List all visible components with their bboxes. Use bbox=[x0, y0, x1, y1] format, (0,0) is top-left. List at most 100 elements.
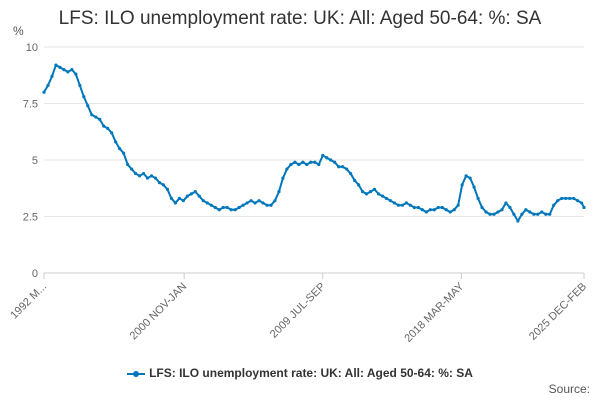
data-point bbox=[265, 203, 269, 207]
data-point bbox=[229, 208, 233, 212]
data-point bbox=[548, 212, 552, 216]
data-point bbox=[416, 205, 420, 210]
legend[interactable]: LFS: ILO unemployment rate: UK: All: Age… bbox=[0, 366, 600, 380]
data-point bbox=[42, 90, 46, 94]
data-point bbox=[237, 205, 241, 210]
data-point bbox=[173, 201, 178, 205]
data-point bbox=[488, 212, 492, 216]
data-point bbox=[368, 190, 373, 194]
data-point bbox=[141, 171, 146, 176]
data-point bbox=[360, 190, 365, 194]
data-point bbox=[472, 185, 476, 189]
data-point bbox=[564, 196, 568, 201]
data-point bbox=[428, 208, 432, 212]
data-point bbox=[333, 160, 337, 164]
data-point bbox=[301, 160, 305, 164]
y-tick-label: 0 bbox=[32, 268, 38, 280]
data-point bbox=[261, 201, 265, 205]
data-point bbox=[384, 196, 389, 201]
data-point bbox=[50, 74, 54, 78]
data-point bbox=[388, 199, 393, 203]
data-point bbox=[380, 194, 385, 198]
data-point bbox=[520, 212, 524, 216]
data-point bbox=[309, 160, 313, 164]
data-point bbox=[448, 210, 452, 214]
data-point bbox=[177, 196, 181, 201]
data-point bbox=[145, 176, 150, 180]
data-point bbox=[233, 208, 237, 212]
data-point bbox=[289, 162, 293, 167]
data-point bbox=[185, 194, 189, 198]
data-point bbox=[576, 199, 580, 203]
data-point bbox=[516, 219, 520, 223]
series-line bbox=[43, 64, 585, 223]
data-point bbox=[376, 192, 381, 196]
data-point bbox=[337, 165, 341, 169]
data-point bbox=[205, 201, 209, 205]
data-point bbox=[484, 210, 488, 214]
data-point bbox=[281, 176, 285, 180]
data-point bbox=[353, 178, 357, 182]
data-point bbox=[114, 140, 118, 144]
data-point bbox=[568, 196, 572, 201]
data-point bbox=[582, 205, 586, 210]
y-tick-label: 2.5 bbox=[23, 212, 38, 224]
data-point bbox=[317, 162, 321, 167]
data-point bbox=[372, 187, 377, 191]
data-point bbox=[86, 104, 90, 108]
data-point bbox=[532, 212, 536, 216]
data-point bbox=[444, 208, 448, 212]
data-point bbox=[221, 205, 225, 210]
data-point bbox=[70, 68, 74, 72]
data-point bbox=[269, 203, 273, 207]
data-point bbox=[58, 65, 62, 69]
data-point bbox=[460, 183, 464, 187]
data-point bbox=[193, 190, 197, 194]
data-point bbox=[408, 203, 412, 207]
data-point bbox=[54, 63, 58, 67]
data-point bbox=[293, 160, 297, 164]
x-tick-label: 1992 M... bbox=[8, 281, 49, 322]
data-point bbox=[580, 201, 584, 205]
source-label: Source: bbox=[548, 382, 590, 396]
data-point bbox=[544, 212, 548, 216]
data-point bbox=[197, 194, 201, 198]
data-point bbox=[536, 212, 540, 216]
data-point bbox=[66, 70, 70, 74]
data-point bbox=[345, 167, 349, 171]
data-point bbox=[213, 205, 217, 210]
y-tick-label: 10 bbox=[26, 42, 38, 54]
data-point bbox=[504, 201, 508, 205]
data-point bbox=[492, 212, 496, 216]
data-point bbox=[528, 210, 532, 214]
x-tick-label: 2025 DEC-FEB bbox=[527, 281, 589, 343]
data-point bbox=[62, 68, 66, 72]
axis-layer: 0 2.5 5 7.5 10 1992 M... 2000 NOV-JAN 2009 JUL-… bbox=[8, 42, 589, 345]
data-point bbox=[420, 208, 424, 212]
data-point bbox=[189, 192, 193, 196]
data-point bbox=[500, 208, 504, 212]
data-point bbox=[165, 187, 170, 191]
data-point bbox=[560, 196, 564, 201]
data-point bbox=[325, 156, 329, 160]
data-point bbox=[241, 203, 245, 207]
data-point bbox=[349, 171, 353, 176]
data-point bbox=[157, 181, 162, 185]
data-point bbox=[329, 158, 333, 162]
data-point bbox=[412, 205, 416, 210]
data-point bbox=[133, 171, 138, 176]
series-layer bbox=[42, 63, 586, 223]
data-point bbox=[161, 183, 166, 187]
data-point bbox=[508, 205, 512, 210]
data-point bbox=[130, 167, 134, 171]
data-point bbox=[181, 199, 185, 203]
data-point bbox=[201, 199, 205, 203]
y-tick-label: 7.5 bbox=[23, 99, 38, 111]
chart-title: LFS: ILO unemployment rate: UK: All: Age… bbox=[58, 8, 542, 29]
y-axis-unit-label: % bbox=[13, 24, 24, 38]
data-point bbox=[341, 165, 345, 169]
data-point bbox=[245, 201, 249, 205]
data-point bbox=[305, 162, 309, 167]
data-point bbox=[540, 210, 544, 214]
data-point bbox=[432, 208, 436, 212]
